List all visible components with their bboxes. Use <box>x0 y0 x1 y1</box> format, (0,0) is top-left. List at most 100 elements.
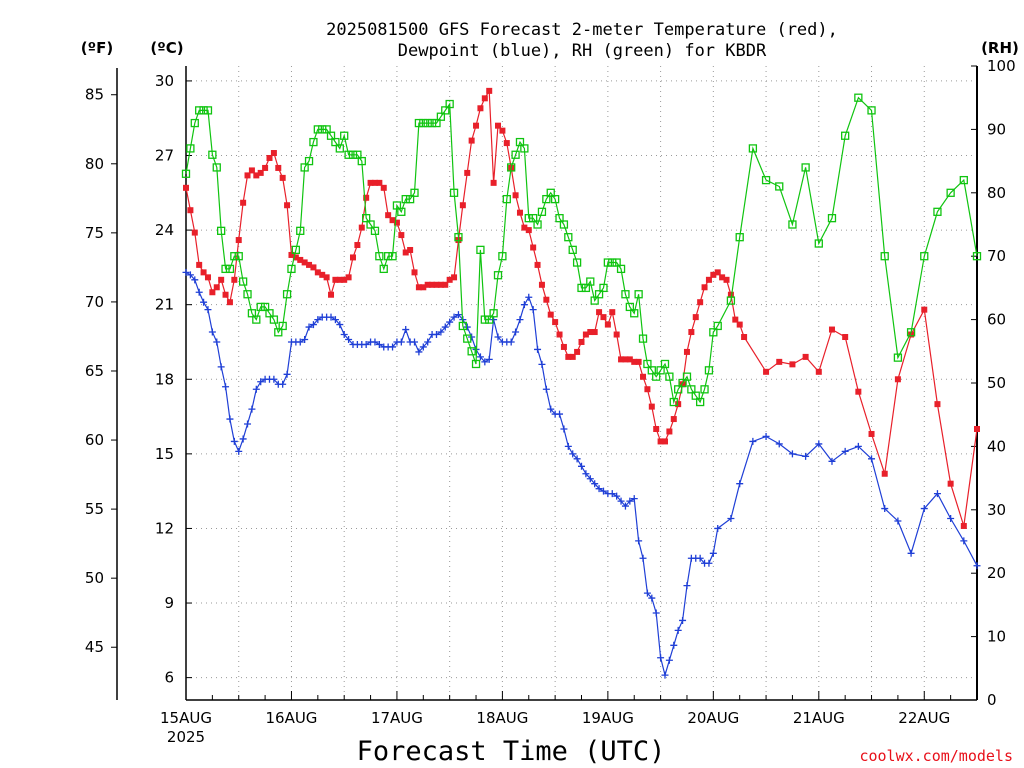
temperature-point <box>187 207 194 214</box>
rh-point <box>247 309 257 318</box>
rh-point <box>203 106 213 115</box>
temperature-point <box>741 334 748 341</box>
rh-point <box>713 321 722 331</box>
rh-tick-label: 40 <box>987 437 1006 455</box>
rh-point <box>217 226 226 235</box>
rh-point <box>480 315 489 324</box>
dewpoint-point <box>573 455 581 463</box>
temperature-point <box>604 321 611 328</box>
dewpoint-point <box>534 345 542 353</box>
dewpoint-point <box>200 298 208 306</box>
temperature-point <box>279 174 286 181</box>
dewpoint-point <box>683 582 691 590</box>
dewpoint-point <box>516 316 524 324</box>
temperature-point <box>292 254 299 261</box>
rh-point <box>621 290 630 299</box>
rh-point <box>348 150 358 159</box>
dewpoint-point <box>556 410 564 418</box>
rh-unit-label: (RH) <box>981 39 1019 57</box>
rh-point <box>906 328 916 337</box>
rh-point <box>340 131 349 140</box>
rh-point <box>599 283 608 293</box>
temperature-point <box>235 237 242 244</box>
time-tick-label: 22AUG <box>898 709 950 727</box>
temperature-point <box>191 229 198 236</box>
temperature-point <box>248 167 255 174</box>
temperature-point <box>657 438 664 445</box>
temperature-point <box>802 353 809 360</box>
rh-point <box>726 296 736 305</box>
dewpoint-point <box>679 616 687 624</box>
temperature-point <box>661 438 668 445</box>
rh-point <box>704 366 714 375</box>
rh-point <box>643 359 652 369</box>
rh-point <box>432 118 441 128</box>
fahrenheit-tick-label: 65 <box>85 362 104 380</box>
dewpoint-point <box>868 455 876 463</box>
temperature-point <box>380 184 387 191</box>
rh-point <box>959 175 968 185</box>
rh-point <box>572 258 582 267</box>
temperature-line <box>185 88 978 527</box>
rh-point <box>454 233 463 242</box>
rh-point <box>441 106 450 115</box>
rh-point <box>265 309 274 318</box>
rh-point <box>212 163 221 172</box>
temperature-point <box>411 269 418 276</box>
temperature-point <box>402 249 409 256</box>
dewpoint-point <box>582 470 590 478</box>
temperature-point <box>393 219 400 226</box>
temperature-point <box>398 232 405 239</box>
rh-point <box>195 106 204 115</box>
dewpoint-point <box>626 497 634 505</box>
dewpoint-point <box>621 502 629 510</box>
axes: 6 9 12 15 18 21 24 27 30 45 50 55 60 65 70 75 80 85 0 10 20 3… <box>85 57 1016 746</box>
temperature-point <box>349 254 356 261</box>
temperature-point <box>697 299 704 306</box>
dewpoint-point <box>252 385 260 393</box>
fahrenheit-tick-label: 70 <box>85 293 104 311</box>
dewpoint-point <box>828 457 836 465</box>
dewpoint-point <box>340 331 348 339</box>
rh-point <box>375 252 384 261</box>
fahrenheit-tick-label: 45 <box>85 638 104 656</box>
temperature-point <box>666 428 673 435</box>
rh-point <box>788 220 797 229</box>
rh-point <box>405 194 415 204</box>
temperature-point <box>477 105 484 112</box>
temperature-point <box>503 140 510 147</box>
temperature-point <box>464 169 471 176</box>
temperature-point <box>231 276 238 283</box>
temperature-point <box>842 334 849 341</box>
rh-point <box>511 150 520 159</box>
temperature-point <box>459 202 466 209</box>
dewpoint-point <box>652 609 660 617</box>
temperature-point <box>653 425 660 432</box>
dewpoint-point <box>538 360 546 368</box>
temperature-point <box>266 154 273 161</box>
celsius-tick-label: 21 <box>155 296 174 314</box>
time-tick-label: 19AUG <box>582 709 634 727</box>
chart-title-line1: 2025081500 GFS Forecast 2-meter Temperat… <box>326 20 838 40</box>
temperature-point <box>495 122 502 129</box>
temperature-point <box>947 480 954 487</box>
dewpoint-point <box>437 328 445 336</box>
temperature-point <box>196 261 203 268</box>
temperature-point <box>618 356 625 363</box>
dewpoint-point <box>230 437 238 445</box>
dewpoint-point <box>788 450 796 458</box>
dewpoint-point <box>296 338 304 346</box>
temperature-point <box>240 199 247 206</box>
temperature-point <box>815 368 822 375</box>
temperature-point <box>640 373 647 380</box>
dewpoint-point <box>195 288 203 296</box>
temperature-point <box>600 314 607 321</box>
rh-tick-label: 100 <box>987 57 1016 75</box>
temperature-point <box>244 172 251 179</box>
rh-point <box>414 118 424 128</box>
dewpoint-point <box>670 641 678 649</box>
temperature-point <box>253 172 260 179</box>
fahrenheit-tick-label: 80 <box>85 155 104 173</box>
rh-point <box>590 296 599 305</box>
rh-tick-label: 50 <box>987 374 1006 392</box>
